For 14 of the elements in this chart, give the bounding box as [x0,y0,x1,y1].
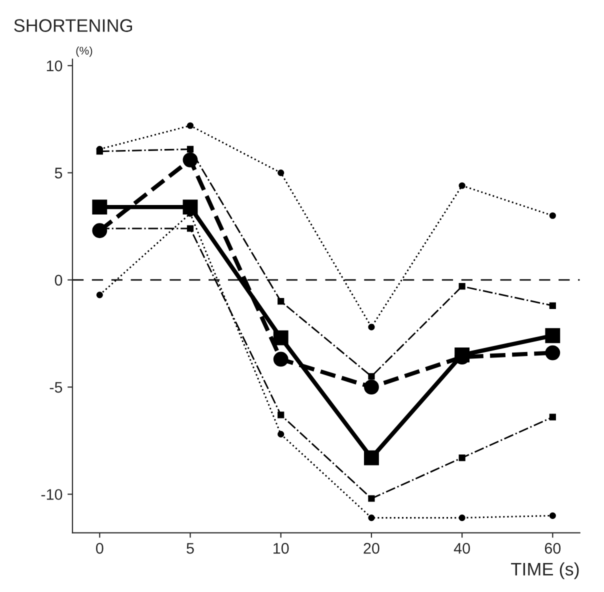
x-tick-label: 0 [96,542,104,554]
x-tick-label: 40 [454,542,470,554]
y-axis-title: SHORTENING [14,19,132,32]
y-tick-label: -5 [50,382,62,393]
x-tick-label: 10 [274,542,289,554]
x-axis-title: TIME (s) [511,562,579,580]
text: (%) [76,46,92,57]
y-tick-label: 10 [46,60,62,72]
x-tick-label: 60 [544,542,561,554]
y-tick-label: 5 [54,168,62,178]
x-tick-label: 20 [364,542,380,554]
y-tick-label: -10 [41,489,62,500]
x-tick-label: 5 [186,543,194,554]
y-tick-label: 0 [54,274,62,286]
